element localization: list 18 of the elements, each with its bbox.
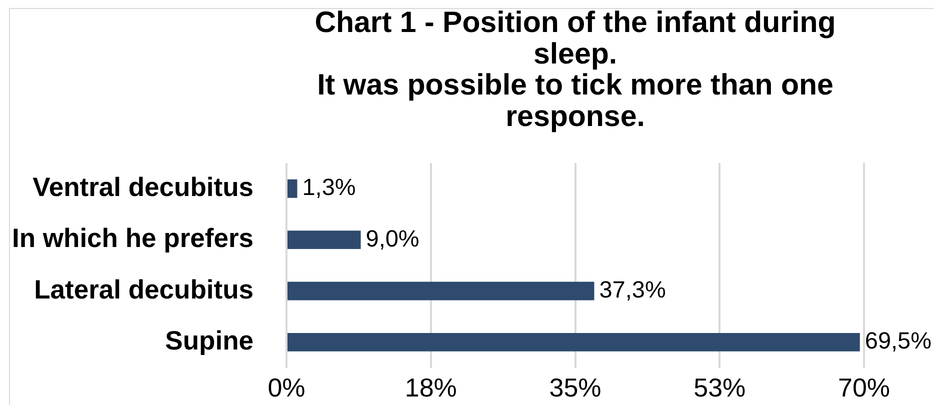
bar bbox=[288, 282, 594, 300]
chart-title: Chart 1 - Position of the infant during sleep. It was possible to tick more than one response. bbox=[314, 6, 836, 134]
bar bbox=[288, 332, 860, 352]
y-tick-label: In which he prefers bbox=[12, 223, 254, 254]
data-label: 37,3% bbox=[599, 276, 666, 302]
x-tick-label: 70% bbox=[838, 372, 890, 403]
x-tick-label: 0% bbox=[268, 372, 306, 403]
x-tick-label: 18% bbox=[404, 372, 457, 403]
y-tick-label: Lateral decubitus bbox=[34, 274, 254, 304]
bar bbox=[288, 179, 298, 198]
y-tick-label: Supine bbox=[165, 326, 254, 356]
y-tick-label: Ventral decubitus bbox=[32, 172, 254, 202]
bar bbox=[288, 230, 361, 250]
data-label: 9,0% bbox=[366, 225, 420, 252]
data-label: 1,3% bbox=[302, 174, 356, 200]
x-tick-label: 53% bbox=[694, 372, 746, 403]
x-tick-label: 35% bbox=[549, 372, 602, 403]
data-label: 69,5% bbox=[864, 328, 932, 354]
